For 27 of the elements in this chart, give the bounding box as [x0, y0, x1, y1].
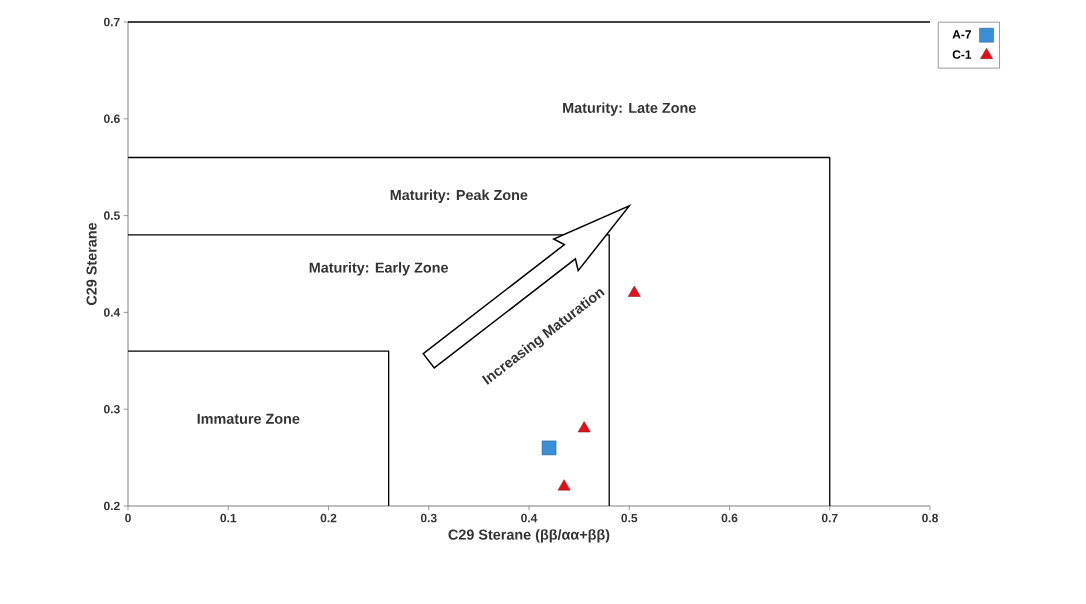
point: [627, 285, 641, 297]
point: [541, 440, 557, 456]
annotation: Immature Zone: [197, 413, 300, 424]
point: [557, 479, 571, 491]
y-tick-label: 0.7: [104, 17, 120, 27]
y-tick-label: 0.6: [104, 114, 120, 124]
legend-label: A-7: [952, 30, 972, 39]
y-axis-title: C29 Sterane: [86, 222, 97, 306]
x-tick-label: 0.6: [721, 513, 738, 523]
legend-label: C-1: [952, 50, 972, 59]
y-tick-label: 0.3: [104, 404, 120, 414]
x-tick-label: 0.3: [420, 513, 437, 523]
x-tick-label: 0.1: [220, 513, 237, 523]
point: [577, 421, 591, 433]
y-tick-label: 0.5: [104, 211, 120, 220]
x-axis-title: C29 Sterane (ββ/αα+ββ): [448, 529, 610, 543]
x-tick-label: 0: [125, 513, 131, 523]
x-tick-label: 0.4: [521, 513, 538, 523]
annotation: Maturity: Late Zone: [563, 102, 696, 116]
annotation: Maturity: Peak Zone: [390, 189, 528, 203]
x-tick-label: 0.2: [320, 513, 337, 523]
annotation: Maturity: Early Zone: [309, 262, 449, 276]
x-tick-label: 0.5: [621, 513, 638, 523]
y-tick-label: 0.4: [104, 308, 121, 317]
x-tick-label: 0.7: [821, 513, 838, 523]
x-tick-label: 0.8: [922, 513, 938, 523]
y-tick-label: 0.2: [104, 501, 120, 511]
